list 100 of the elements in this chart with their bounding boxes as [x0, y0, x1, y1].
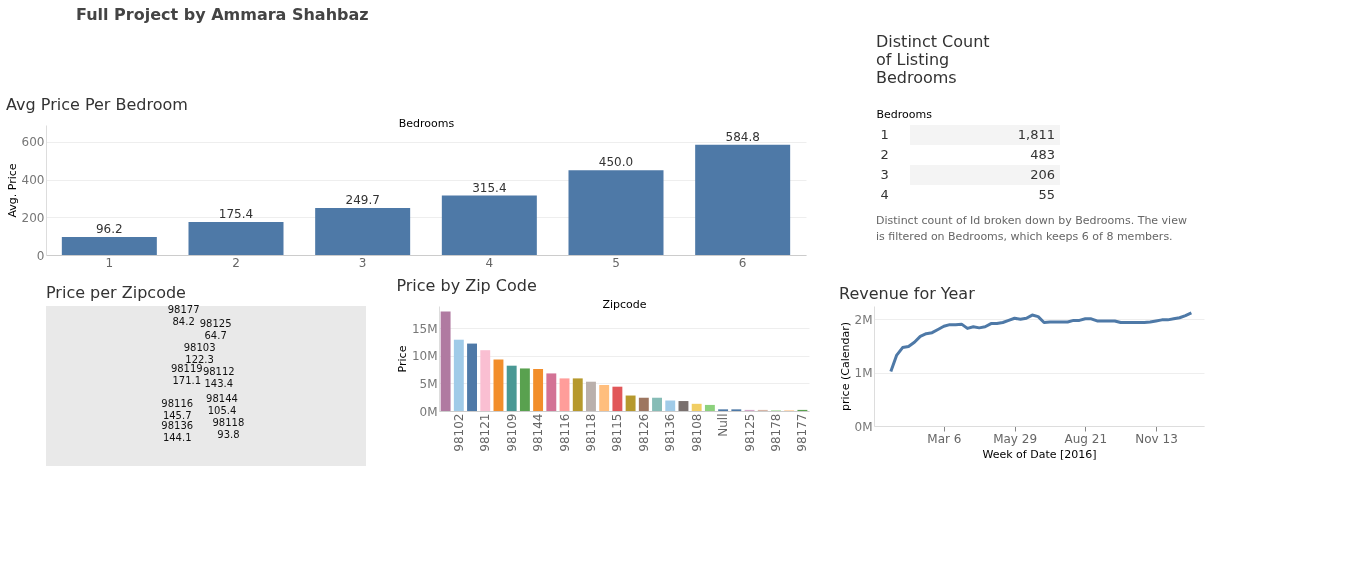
bar	[506, 365, 517, 411]
data-label: 315.4	[472, 180, 507, 195]
data-label: 55	[1038, 187, 1055, 202]
data-label: 483	[1030, 147, 1055, 162]
category-label: 98177	[167, 303, 200, 315]
chart-title: Revenue for Year	[839, 284, 976, 303]
x-axis-title: Bedrooms	[398, 116, 455, 130]
y-tick-label: 0	[36, 248, 45, 263]
data-label: 1,811	[1017, 127, 1055, 142]
x-tick-label: 4	[485, 255, 494, 270]
x-tick-label: 98177	[795, 413, 810, 452]
x-tick-label: 98125	[742, 413, 757, 452]
x-tick-label: 98109	[504, 413, 519, 452]
bar	[441, 195, 537, 255]
x-tick-label: 98136	[663, 413, 678, 452]
x-tick-label: 1	[105, 255, 114, 270]
x-tick-label: Nov 13	[1135, 431, 1178, 446]
data-label: 450.0	[598, 155, 634, 170]
data-label: 105.4	[207, 405, 237, 417]
y-axis-title: Bedrooms	[876, 107, 933, 121]
x-tick-label: Mar 6	[927, 431, 962, 446]
y-tick-label: 400	[21, 173, 45, 188]
x-axis-title: Week of Date [2016]	[982, 447, 1097, 461]
x-axis-title: Zipcode	[602, 297, 647, 311]
bar	[533, 369, 544, 411]
x-tick-label: May 29	[993, 431, 1038, 446]
y-tick-label: 4	[880, 187, 889, 202]
bar	[665, 400, 676, 411]
y-tick-label: 2M	[854, 312, 873, 327]
y-tick-label: 0M	[854, 419, 873, 434]
data-label: 93.8	[217, 429, 240, 441]
data-label: 122.3	[185, 354, 214, 365]
y-tick-label: 10M	[411, 349, 438, 364]
x-tick-label: 6	[738, 255, 747, 270]
x-tick-label: 98126	[636, 413, 651, 452]
chart-title: Distinct Count of Listing Bedrooms	[876, 32, 990, 87]
data-label: 144.1	[162, 432, 192, 444]
x-tick-label: 2	[232, 255, 240, 270]
bar	[315, 207, 411, 255]
bar	[691, 403, 702, 411]
bar	[467, 343, 477, 411]
bar	[638, 397, 649, 411]
bar	[704, 404, 715, 411]
data-label: 171.1	[172, 374, 202, 386]
data-label: 84.2	[172, 315, 195, 327]
bar	[453, 339, 464, 411]
bar	[599, 385, 610, 411]
y-tick-label: 15M	[411, 321, 438, 336]
x-tick-label: 3	[358, 255, 367, 270]
y-tick-label: 1M	[854, 366, 873, 381]
y-tick-label: 200	[21, 210, 45, 225]
bar	[559, 378, 570, 411]
bar	[586, 381, 596, 411]
bar	[678, 401, 689, 411]
category-label: 98125	[199, 318, 232, 329]
bar	[572, 378, 583, 411]
y-axis-title: Avg. Price	[5, 163, 19, 218]
data-label: 249.7	[345, 192, 380, 207]
category-label: 98119	[170, 362, 203, 374]
bar	[612, 386, 623, 411]
x-tick-label: 98121	[478, 413, 493, 452]
x-tick-label: 98178	[768, 413, 783, 452]
y-tick-label: 2	[880, 147, 889, 162]
x-tick-label: 98102	[451, 413, 466, 452]
bar	[568, 170, 664, 255]
bar	[625, 395, 636, 411]
bar	[546, 373, 557, 411]
chart-title: Price by Zip Code	[396, 276, 537, 295]
chart-title: Avg Price Per Bedroom	[6, 95, 188, 114]
bar	[652, 397, 662, 411]
category-label: 98144	[206, 393, 238, 405]
data-label: 64.7	[204, 330, 227, 341]
bar	[519, 368, 530, 411]
data-label: 96.2	[95, 221, 123, 236]
x-tick-label: 98144	[531, 413, 546, 452]
x-tick-label: Null	[716, 413, 731, 437]
category-label: 98112	[202, 366, 235, 377]
bar	[695, 144, 791, 255]
category-label: 98103	[183, 342, 216, 353]
bar	[493, 359, 504, 411]
data-label: 584.8	[725, 129, 760, 144]
y-axis-title: Price	[395, 345, 409, 373]
bar	[480, 350, 491, 411]
y-tick-label: 600	[21, 135, 45, 150]
y-axis-title: price (Calendar)	[838, 322, 852, 411]
x-tick-label: 98108	[689, 413, 704, 452]
y-tick-label: 0M	[419, 404, 438, 419]
text: Full Project by Ammara Shahbaz	[76, 5, 369, 24]
x-tick-label: Aug 21	[1064, 431, 1108, 446]
x-tick-label: 98116	[557, 413, 572, 452]
data-label: 143.4	[204, 378, 234, 389]
y-tick-label: 5M	[419, 376, 438, 391]
data-label: 206	[1030, 167, 1055, 182]
bar	[61, 236, 157, 255]
data-label: 175.4	[218, 206, 254, 221]
bar	[440, 311, 451, 411]
category-label: 98116	[161, 398, 194, 409]
y-tick-label: 3	[880, 167, 889, 182]
x-tick-label: 5	[612, 255, 620, 270]
y-tick-label: 1	[880, 127, 889, 142]
